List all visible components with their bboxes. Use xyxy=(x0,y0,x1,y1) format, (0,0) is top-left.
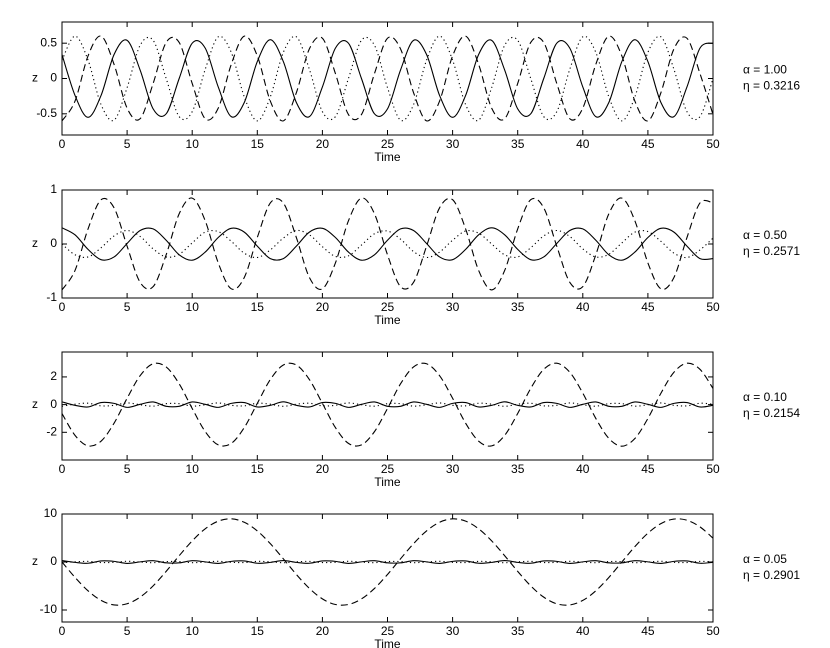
y-tick-label: 0.5 xyxy=(40,35,57,49)
plot-frame xyxy=(61,189,714,299)
annotation: η = 0.2571 xyxy=(743,244,800,258)
x-tick-label: 25 xyxy=(381,300,395,314)
x-tick-label: 20 xyxy=(316,137,330,151)
x-tick-label: 30 xyxy=(446,137,460,151)
data-line xyxy=(62,39,713,118)
x-tick-label: 0 xyxy=(59,137,66,151)
x-tick-label: 20 xyxy=(316,462,330,476)
x-tick-label: 40 xyxy=(576,462,590,476)
y-tick-label: 0 xyxy=(50,554,57,568)
y-tick-label: -10 xyxy=(40,602,58,616)
y-axis-label: z xyxy=(32,236,38,250)
data-line xyxy=(62,560,713,564)
x-tick-label: 25 xyxy=(381,462,395,476)
data-line xyxy=(62,518,713,606)
data-line xyxy=(62,35,713,122)
x-axis-label: Time xyxy=(374,313,401,327)
x-tick-label: 30 xyxy=(446,462,460,476)
data-line xyxy=(62,362,713,447)
x-tick-label: 45 xyxy=(641,137,655,151)
annotation: α = 0.05 xyxy=(743,552,787,566)
x-tick-label: 10 xyxy=(186,624,200,638)
x-tick-label: 45 xyxy=(641,462,655,476)
data-line xyxy=(62,401,713,408)
x-tick-label: 5 xyxy=(124,462,131,476)
x-tick-label: 50 xyxy=(706,300,720,314)
x-tick-label: 40 xyxy=(576,137,590,151)
plot-frame xyxy=(61,21,714,136)
x-tick-label: 15 xyxy=(251,462,265,476)
x-tick-label: 25 xyxy=(381,137,395,151)
x-tick-label: 15 xyxy=(251,300,265,314)
y-axis-label: z xyxy=(32,554,38,568)
x-tick-label: 10 xyxy=(186,137,200,151)
x-tick-label: 30 xyxy=(446,300,460,314)
plot-frame xyxy=(61,351,714,461)
y-tick-label: 1 xyxy=(50,182,57,196)
x-tick-label: 0 xyxy=(59,462,66,476)
x-tick-label: 40 xyxy=(576,624,590,638)
x-tick-label: 10 xyxy=(186,300,200,314)
y-tick-label: -2 xyxy=(46,424,57,438)
x-tick-label: 15 xyxy=(251,137,265,151)
x-axis-label: Time xyxy=(374,637,401,648)
y-tick-label: 10 xyxy=(44,506,58,520)
y-tick-label: -0.5 xyxy=(36,106,57,120)
annotation: η = 0.2901 xyxy=(743,568,800,582)
x-tick-label: 25 xyxy=(381,624,395,638)
x-tick-label: 35 xyxy=(511,462,525,476)
x-tick-label: 45 xyxy=(641,300,655,314)
annotation: η = 0.3216 xyxy=(743,79,800,93)
data-line xyxy=(62,35,713,122)
x-tick-label: 5 xyxy=(124,624,131,638)
y-tick-label: 0 xyxy=(50,71,57,85)
x-tick-label: 45 xyxy=(641,624,655,638)
x-tick-label: 20 xyxy=(316,624,330,638)
y-tick-label: 2 xyxy=(50,369,57,383)
x-tick-label: 50 xyxy=(706,624,720,638)
x-tick-label: 35 xyxy=(511,137,525,151)
x-tick-label: 40 xyxy=(576,300,590,314)
x-axis-label: Time xyxy=(374,475,401,489)
x-tick-label: 35 xyxy=(511,624,525,638)
x-tick-label: 20 xyxy=(316,300,330,314)
x-tick-label: 0 xyxy=(59,300,66,314)
plot-frame xyxy=(61,513,714,623)
annotation: α = 1.00 xyxy=(743,63,787,77)
x-tick-label: 30 xyxy=(446,624,460,638)
x-axis-label: Time xyxy=(374,150,401,164)
x-tick-label: 50 xyxy=(706,137,720,151)
x-tick-label: 35 xyxy=(511,300,525,314)
x-tick-label: 0 xyxy=(59,624,66,638)
x-tick-label: 10 xyxy=(186,462,200,476)
data-line xyxy=(62,197,713,291)
annotation: η = 0.2154 xyxy=(743,406,800,420)
data-line xyxy=(62,227,713,261)
x-tick-label: 5 xyxy=(124,137,131,151)
x-tick-label: 50 xyxy=(706,462,720,476)
y-tick-label: 0 xyxy=(50,236,57,250)
y-axis-label: z xyxy=(32,71,38,85)
x-tick-label: 15 xyxy=(251,624,265,638)
x-tick-label: 5 xyxy=(124,300,131,314)
annotation: α = 0.50 xyxy=(743,228,787,242)
y-axis-label: z xyxy=(32,397,38,411)
y-tick-label: -1 xyxy=(46,290,57,304)
y-tick-label: 0 xyxy=(50,397,57,411)
annotation: α = 0.10 xyxy=(743,390,787,404)
